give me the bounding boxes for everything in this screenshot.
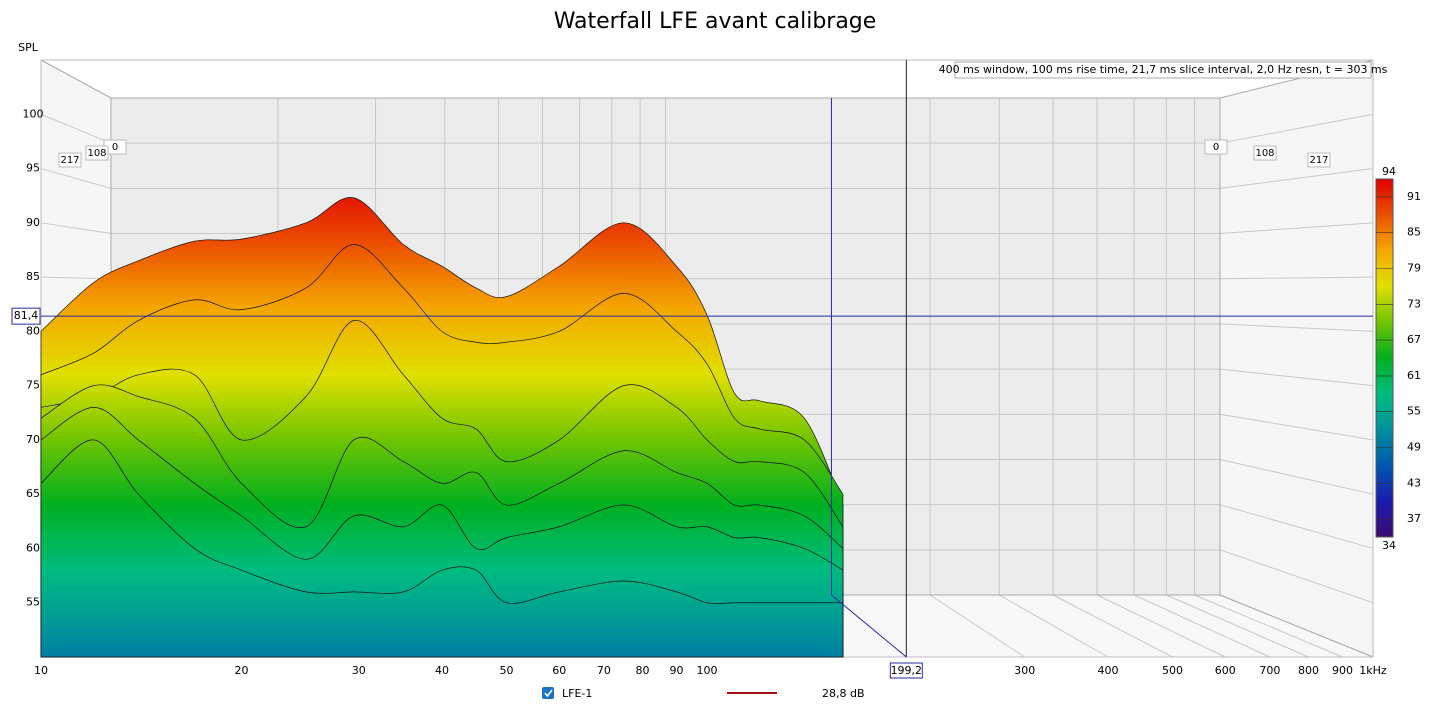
cursor-y-label: 81,4 <box>14 309 39 322</box>
colorbar-tick-label: 73 <box>1407 297 1421 310</box>
colorbar-tick-label: 55 <box>1407 405 1421 418</box>
y-tick-label: 60 <box>26 541 40 554</box>
z-tick-label: 0 <box>112 142 118 153</box>
waterfall-slice <box>40 439 844 658</box>
y-tick-label: 95 <box>26 162 40 175</box>
colorbar-tick-label: 37 <box>1407 512 1421 525</box>
legend-level: 28,8 dB <box>822 687 865 700</box>
floor-grid-line <box>1096 594 1226 658</box>
x-tick-label: 900 <box>1332 664 1353 677</box>
wall-grid-line <box>1219 222 1374 235</box>
chart-title: Waterfall LFE avant calibrage <box>554 9 877 34</box>
wall-grid-line <box>1219 168 1374 189</box>
x-tick-label: 700 <box>1259 664 1280 677</box>
y-tick-label: 65 <box>26 487 40 500</box>
x-tick-label: 10 <box>34 664 48 677</box>
cursor-y-box <box>11 307 41 325</box>
legend-label: LFE-1 <box>562 687 592 700</box>
wall-grid-line <box>40 168 112 189</box>
wall-grid-line <box>1219 458 1374 495</box>
floor-grid-line <box>1052 594 1173 658</box>
floor-grid-line <box>1194 594 1343 658</box>
z-tick-box <box>58 152 82 168</box>
wall-grid-line <box>1219 276 1374 280</box>
y-tick-label: 100 <box>23 107 44 120</box>
colorbar-tick-label: 43 <box>1407 476 1421 489</box>
x-tick-label: 30 <box>352 664 366 677</box>
y-tick-label: 85 <box>26 270 40 283</box>
x-tick-label: 400 <box>1097 664 1118 677</box>
wall-grid-line <box>1219 368 1374 387</box>
wall-grid-line <box>1219 323 1374 332</box>
colorbar-tick-label: 67 <box>1407 333 1421 346</box>
z-tick-label: 217 <box>1309 155 1328 166</box>
z-tick-box <box>85 145 109 161</box>
x-tick-label: 90 <box>670 664 684 677</box>
cursor-x-label: 199,2 <box>891 664 923 677</box>
x-tick-label: 500 <box>1162 664 1183 677</box>
x-tick-label: 20 <box>234 664 248 677</box>
y-tick-label: 70 <box>26 433 40 446</box>
floor-grid-line <box>929 594 1026 658</box>
x-tick-label: 40 <box>435 664 449 677</box>
colorbar-tick-label: 79 <box>1407 262 1421 275</box>
wall-grid-line <box>1219 113 1374 144</box>
x-tick-label: 1kHz <box>1359 664 1387 677</box>
cursor-x-floor-line <box>831 594 907 658</box>
colorbar-tick-label: 61 <box>1407 369 1421 382</box>
wall-grid-line <box>1219 413 1374 441</box>
floor-grid-line <box>1166 594 1309 658</box>
x-tick-label: 100 <box>697 664 718 677</box>
x-tick-label: 600 <box>1215 664 1236 677</box>
frame-edge <box>40 59 112 99</box>
colorbar-tick-label: 49 <box>1407 441 1421 454</box>
annotation-box <box>954 61 1372 79</box>
wall-grid-line <box>1219 549 1374 604</box>
y-tick-label: 75 <box>26 379 40 392</box>
z-tick-label: 217 <box>60 155 79 166</box>
z-tick-box <box>1204 139 1228 155</box>
z-tick-box <box>1253 145 1277 161</box>
check-icon <box>544 689 553 698</box>
right-wall <box>1220 60 1373 657</box>
x-tick-label: 800 <box>1298 664 1319 677</box>
x-tick-label: 60 <box>552 664 566 677</box>
cursor-x-box <box>889 662 923 679</box>
frame-edge <box>1219 594 1374 658</box>
z-tick-label: 0 <box>1213 142 1219 153</box>
y-tick-label: 80 <box>26 324 40 337</box>
colorbar-tick-label: 91 <box>1407 190 1421 203</box>
colorbar-tick-label: 85 <box>1407 226 1421 239</box>
x-tick-label: 70 <box>597 664 611 677</box>
z-tick-label: 108 <box>87 148 106 159</box>
wall-grid-line <box>40 222 112 235</box>
z-tick-label: 108 <box>1255 148 1274 159</box>
x-tick-label: 300 <box>1014 664 1035 677</box>
x-tick-label: 80 <box>635 664 649 677</box>
colorbar-min: 34 <box>1382 539 1396 552</box>
floor-grid-line <box>999 594 1109 658</box>
z-tick-box <box>1307 152 1331 168</box>
floor-grid-line <box>1133 594 1271 658</box>
wall-grid-line <box>1219 504 1374 549</box>
legend-checkbox[interactable] <box>542 687 554 699</box>
colorbar-max: 94 <box>1382 165 1396 178</box>
annotation: 400 ms window, 100 ms rise time, 21,7 ms… <box>939 63 1388 76</box>
y-tick-label: 55 <box>26 596 40 609</box>
y-tick-label: 90 <box>26 216 40 229</box>
x-tick-label: 50 <box>500 664 514 677</box>
y-axis-label: SPL <box>18 41 39 54</box>
wall-grid-line <box>40 113 112 144</box>
